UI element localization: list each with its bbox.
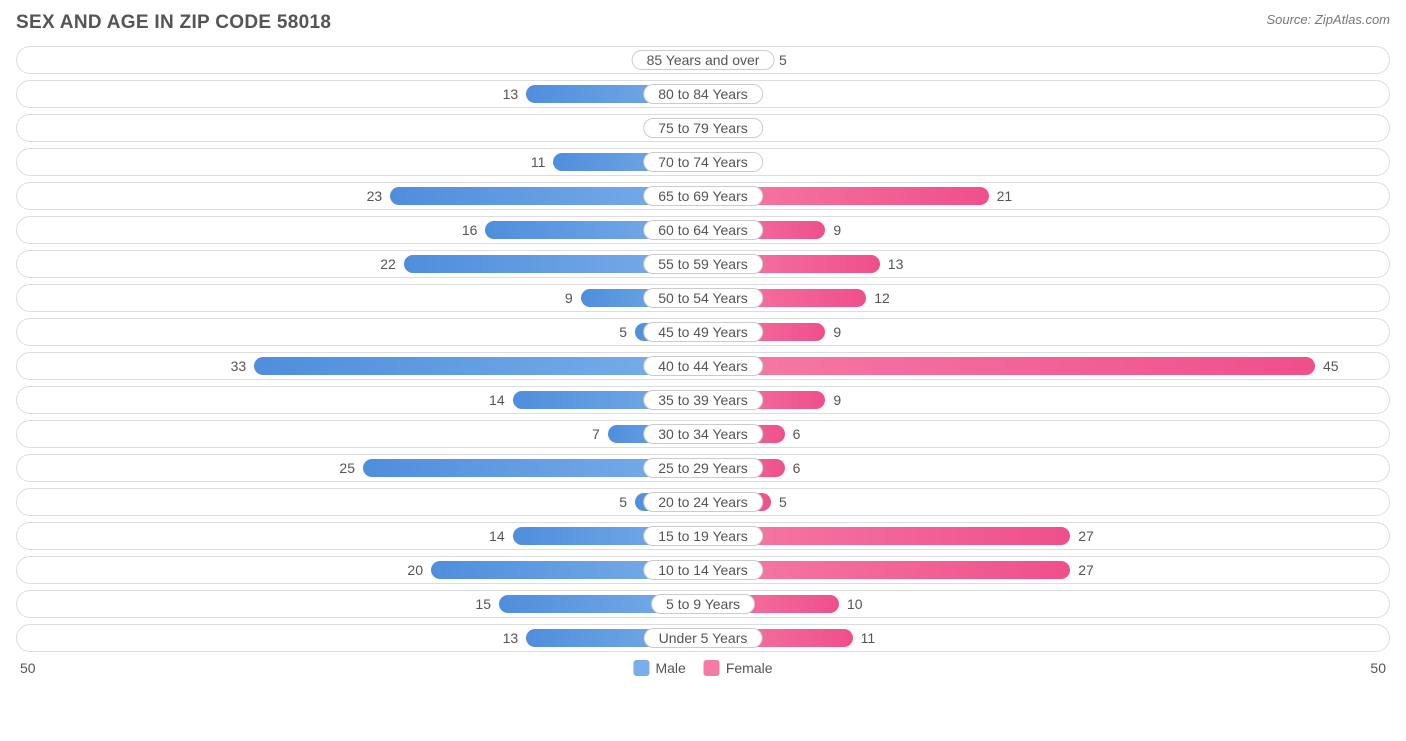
female-value: 6 [793, 460, 801, 476]
age-label: 55 to 59 Years [643, 254, 763, 274]
age-label: 45 to 49 Years [643, 322, 763, 342]
female-value: 27 [1078, 562, 1094, 578]
age-label: 75 to 79 Years [643, 118, 763, 138]
age-label: 15 to 19 Years [643, 526, 763, 546]
legend-female-label: Female [726, 660, 773, 676]
pyramid-row: 5 9 45 to 49 Years [16, 318, 1390, 346]
pyramid-row: 22 13 55 to 59 Years [16, 250, 1390, 278]
female-value: 5 [779, 52, 787, 68]
female-value: 27 [1078, 528, 1094, 544]
population-pyramid-chart: 0585 Years and over13180 to 84 Years2275… [16, 46, 1390, 652]
age-label: 60 to 64 Years [643, 220, 763, 240]
axis-max-left: 50 [20, 660, 36, 676]
female-value: 9 [833, 222, 841, 238]
male-value: 15 [475, 596, 491, 612]
male-value: 14 [489, 392, 505, 408]
male-value: 13 [503, 86, 519, 102]
male-value: 7 [592, 426, 600, 442]
pyramid-row: 11270 to 74 Years [16, 148, 1390, 176]
female-value: 10 [847, 596, 863, 612]
pyramid-row: 23 21 65 to 69 Years [16, 182, 1390, 210]
age-label: Under 5 Years [644, 628, 763, 648]
age-label: 35 to 39 Years [643, 390, 763, 410]
female-value: 9 [833, 324, 841, 340]
female-value: 6 [793, 426, 801, 442]
age-label: 80 to 84 Years [643, 84, 763, 104]
chart-title: SEX AND AGE IN ZIP CODE 58018 [16, 12, 331, 34]
pyramid-row: 33 45 40 to 44 Years [16, 352, 1390, 380]
pyramid-row: 14 27 15 to 19 Years [16, 522, 1390, 550]
pyramid-row: 13 11 Under 5 Years [16, 624, 1390, 652]
legend-male-swatch [633, 660, 649, 676]
female-bar [703, 357, 1315, 375]
male-value: 25 [339, 460, 355, 476]
chart-legend: Male Female [633, 660, 772, 676]
age-label: 25 to 29 Years [643, 458, 763, 478]
legend-female-swatch [704, 660, 720, 676]
male-value: 33 [231, 358, 247, 374]
male-value: 16 [462, 222, 478, 238]
axis-max-right: 50 [1370, 660, 1386, 676]
legend-male-label: Male [655, 660, 685, 676]
male-value: 13 [503, 630, 519, 646]
legend-female: Female [704, 660, 773, 676]
age-label: 65 to 69 Years [643, 186, 763, 206]
chart-source: Source: ZipAtlas.com [1266, 12, 1390, 27]
female-value: 12 [874, 290, 890, 306]
age-label: 85 Years and over [632, 50, 775, 70]
male-value: 14 [489, 528, 505, 544]
pyramid-row: 16 9 60 to 64 Years [16, 216, 1390, 244]
pyramid-row: 0585 Years and over [16, 46, 1390, 74]
age-label: 5 to 9 Years [651, 594, 755, 614]
female-value: 5 [779, 494, 787, 510]
male-value: 11 [531, 154, 546, 170]
age-label: 10 to 14 Years [643, 560, 763, 580]
male-bar [254, 357, 703, 375]
female-value: 45 [1323, 358, 1339, 374]
pyramid-row: 5 5 20 to 24 Years [16, 488, 1390, 516]
chart-header: SEX AND AGE IN ZIP CODE 58018 Source: Zi… [16, 12, 1390, 34]
pyramid-row: 25 6 25 to 29 Years [16, 454, 1390, 482]
female-value: 11 [861, 630, 876, 646]
pyramid-row: 15 10 5 to 9 Years [16, 590, 1390, 618]
male-value: 9 [565, 290, 573, 306]
female-value: 9 [833, 392, 841, 408]
pyramid-row: 2275 to 79 Years [16, 114, 1390, 142]
male-value: 5 [619, 494, 627, 510]
age-label: 50 to 54 Years [643, 288, 763, 308]
male-value: 23 [367, 188, 383, 204]
male-value: 22 [380, 256, 396, 272]
female-value: 21 [997, 188, 1013, 204]
pyramid-row: 20 27 10 to 14 Years [16, 556, 1390, 584]
legend-male: Male [633, 660, 685, 676]
age-label: 20 to 24 Years [643, 492, 763, 512]
age-label: 30 to 34 Years [643, 424, 763, 444]
pyramid-row: 13180 to 84 Years [16, 80, 1390, 108]
pyramid-row: 9 12 50 to 54 Years [16, 284, 1390, 312]
chart-footer: 50 Male Female 50 [16, 658, 1390, 684]
pyramid-row: 14 9 35 to 39 Years [16, 386, 1390, 414]
male-value: 5 [619, 324, 627, 340]
age-label: 70 to 74 Years [643, 152, 763, 172]
age-label: 40 to 44 Years [643, 356, 763, 376]
female-value: 13 [888, 256, 904, 272]
male-value: 20 [407, 562, 423, 578]
pyramid-row: 7 6 30 to 34 Years [16, 420, 1390, 448]
